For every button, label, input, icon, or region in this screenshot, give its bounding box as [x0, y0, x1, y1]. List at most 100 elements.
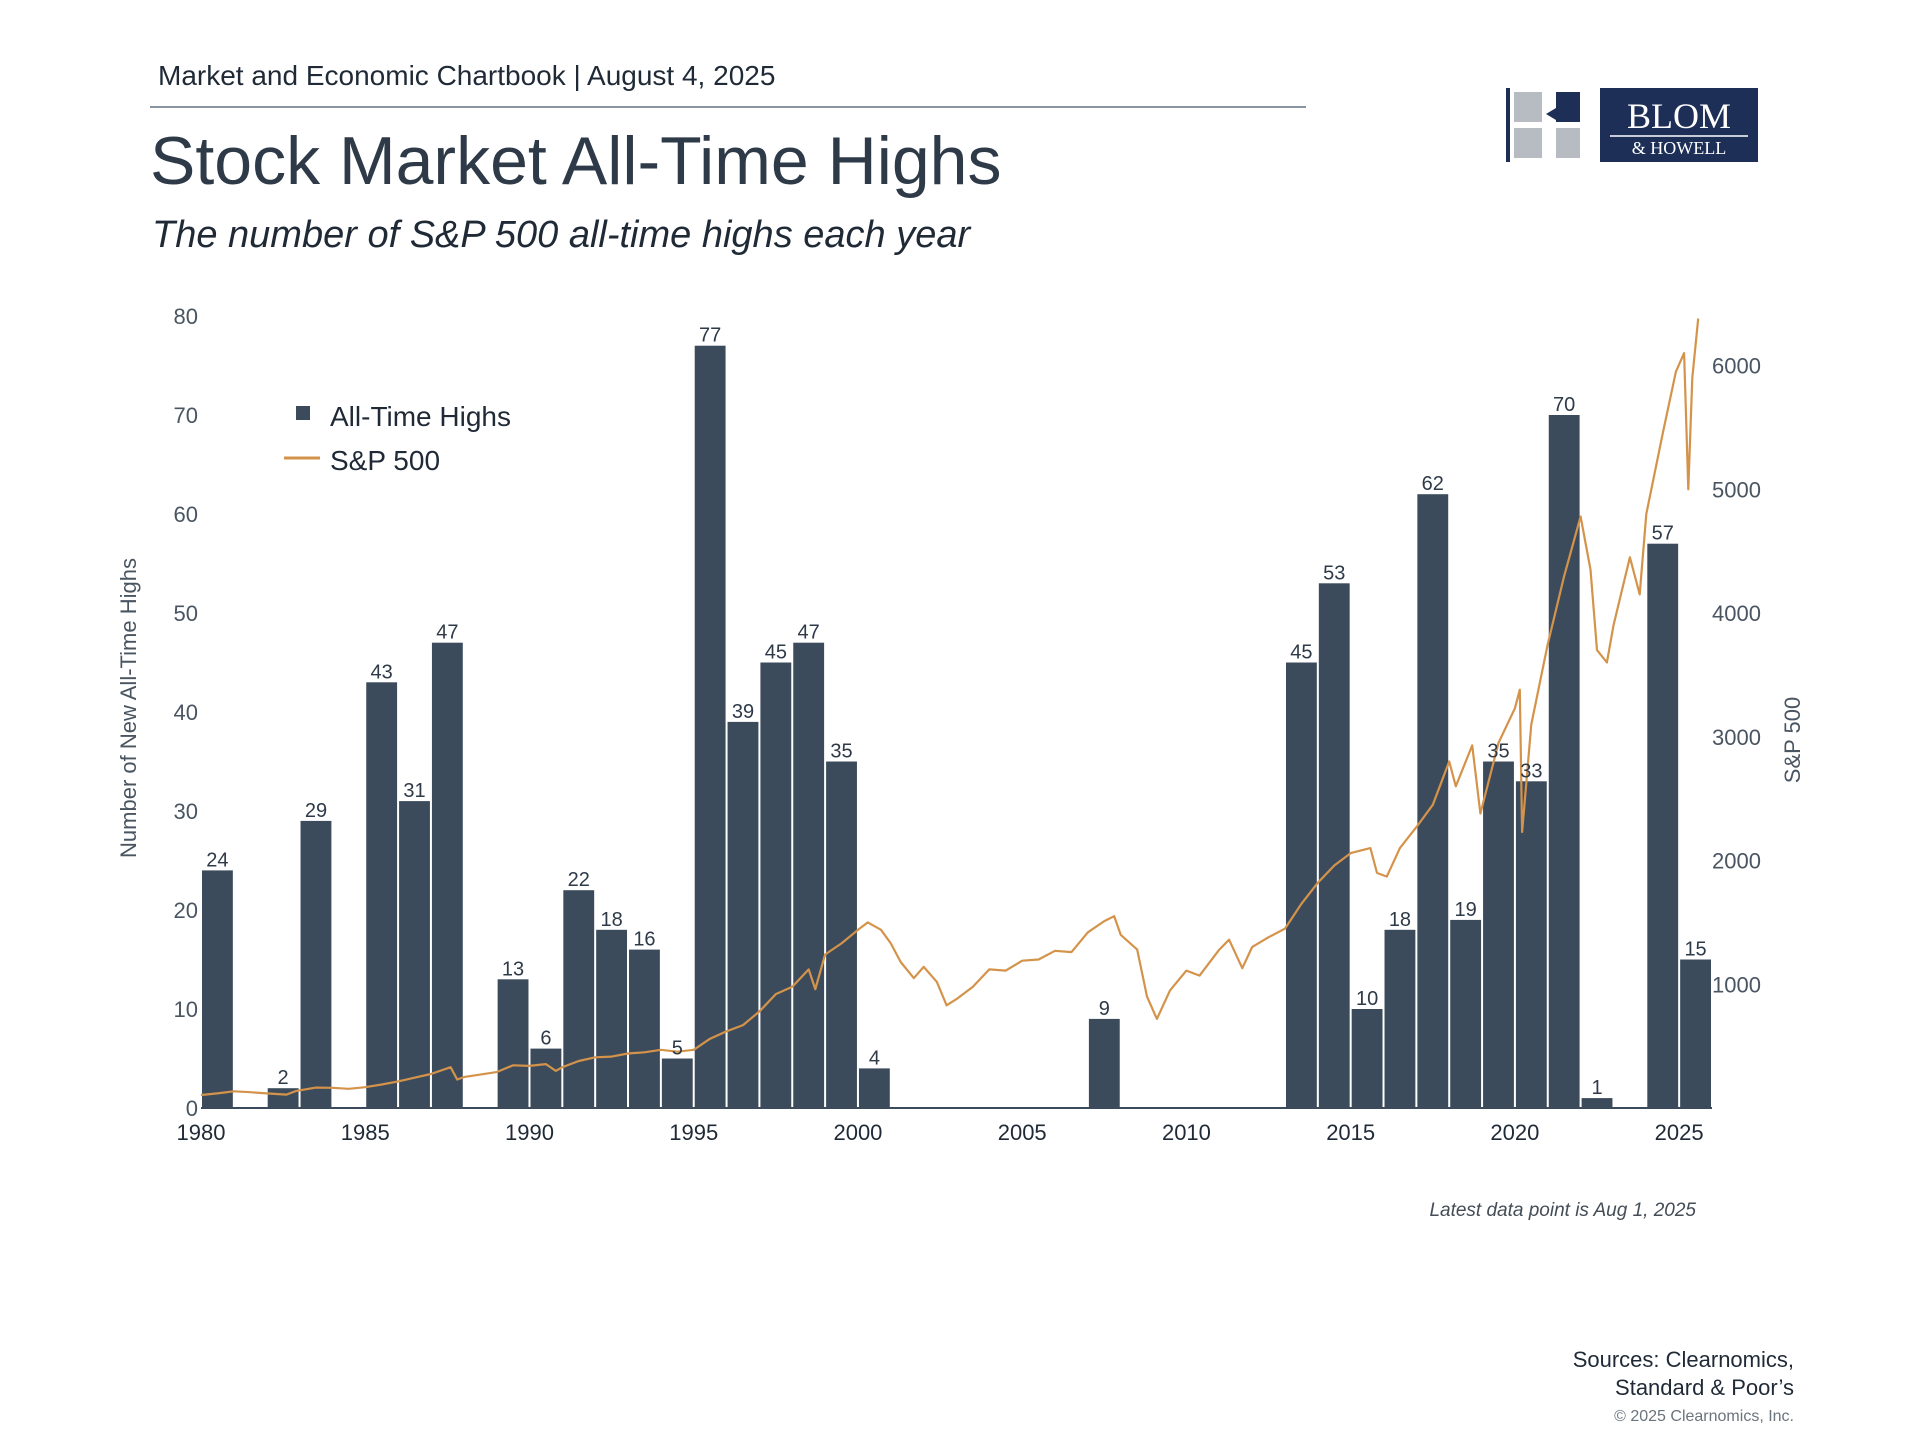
x-axis-tick-label: 1995: [669, 1120, 718, 1145]
latest-data-note: Latest data point is Aug 1, 2025: [1429, 1200, 1696, 1221]
bar-data-label: 19: [1455, 899, 1477, 921]
bar-data-label: 77: [699, 325, 721, 347]
bar-data-label: 45: [765, 642, 787, 664]
x-axis-tick-label: 1985: [341, 1120, 390, 1145]
legend-label-bars: All-Time Highs: [330, 401, 511, 432]
bar-data-label: 35: [1487, 741, 1509, 763]
bar: [1417, 494, 1449, 1108]
logo-line2: & HOWELL: [1632, 138, 1726, 158]
bar-data-label: 16: [633, 929, 655, 951]
bar-data-label: 18: [600, 909, 622, 931]
logo-arrow: [1546, 108, 1556, 120]
bar-data-label: 70: [1553, 394, 1575, 416]
bar: [563, 890, 595, 1108]
bar: [366, 682, 398, 1108]
bar: [858, 1068, 890, 1108]
left-axis-tick-label: 30: [174, 799, 198, 824]
bar-data-label: 6: [540, 1028, 551, 1050]
chartbook-header: Market and Economic Chartbook | August 4…: [158, 60, 776, 91]
bar: [1647, 543, 1679, 1108]
bar: [1285, 662, 1317, 1108]
bar: [300, 820, 332, 1108]
bar-data-label: 5: [672, 1038, 683, 1060]
right-axis-tick-label: 6000: [1712, 354, 1761, 379]
logo-block: [1556, 128, 1580, 158]
bar: [399, 801, 430, 1108]
bar-data-label: 22: [568, 869, 590, 891]
bar-data-label: 62: [1422, 473, 1444, 495]
x-axis-tick-label: 2025: [1655, 1120, 1704, 1145]
sp500-line-layer: [200, 318, 1700, 1097]
bar: [1450, 919, 1482, 1108]
right-axis-tick-label: 2000: [1712, 849, 1761, 874]
x-axis-tick-label: 2020: [1490, 1120, 1539, 1145]
bar: [629, 949, 660, 1108]
x-axis-tick-label: 2000: [833, 1120, 882, 1145]
right-axis-tick-label: 4000: [1712, 601, 1761, 626]
bar: [1515, 781, 1547, 1108]
bar-data-label: 35: [830, 741, 852, 763]
bar-data-label: 47: [436, 622, 458, 644]
x-axis-tick-label: 1990: [505, 1120, 554, 1145]
legend-label-line: S&P 500: [330, 445, 440, 476]
bar-data-label: 24: [206, 849, 228, 871]
right-axis-tick-label: 1000: [1712, 972, 1761, 997]
bars-layer: [202, 345, 1711, 1108]
chart-legend: All-Time Highs S&P 500: [284, 401, 511, 476]
bar: [694, 345, 726, 1108]
logo-block: [1556, 92, 1580, 122]
right-axis-label: S&P 500: [1780, 697, 1805, 783]
bar: [727, 721, 759, 1108]
left-axis-tick-label: 20: [174, 898, 198, 923]
right-axis-tick-label: 3000: [1712, 725, 1761, 750]
bar: [1483, 761, 1514, 1108]
logo-block: [1514, 128, 1542, 158]
bar-data-label: 33: [1520, 760, 1542, 782]
legend-bar-swatch: [296, 406, 310, 420]
bar: [1384, 929, 1416, 1108]
bar-data-label: 1: [1591, 1077, 1602, 1099]
bar: [530, 1048, 562, 1108]
logo-block: [1514, 92, 1542, 122]
logo-line1: BLOM: [1627, 96, 1731, 136]
x-axis-tick-label: 2010: [1162, 1120, 1211, 1145]
bar-data-label: 45: [1290, 642, 1312, 664]
bar: [431, 642, 463, 1108]
bar-data-label: 9: [1099, 998, 1110, 1020]
left-axis-tick-label: 10: [174, 997, 198, 1022]
bar-data-label: 57: [1652, 523, 1674, 545]
x-axis-tick-label: 1980: [177, 1120, 226, 1145]
bar: [1680, 959, 1711, 1108]
bar: [760, 662, 792, 1108]
bar: [661, 1058, 693, 1108]
bar: [1318, 583, 1350, 1108]
sources-line: Sources: Clearnomics,: [1572, 1347, 1794, 1372]
bar-data-label: 13: [502, 958, 524, 980]
bar-data-label: 31: [403, 780, 425, 802]
bar: [497, 979, 529, 1108]
left-axis-tick-label: 50: [174, 601, 198, 626]
header-divider: [150, 106, 1306, 108]
sp500-line: [200, 318, 1700, 1097]
bar-data-label: 53: [1323, 562, 1345, 584]
bar: [1088, 1018, 1120, 1108]
bar-data-label: 4: [869, 1047, 880, 1069]
bar-data-label: 10: [1356, 988, 1378, 1010]
left-axis-tick-label: 60: [174, 502, 198, 527]
bar-data-label: 2: [278, 1067, 289, 1089]
data-labels-layer: 24 2 29 43 31 47 13 6 22 18 16 5 77 39 45 47 35 4 9 45 53 10 1…: [206, 325, 1706, 1099]
left-axis-tick-label: 80: [174, 304, 198, 329]
page-subtitle: The number of S&P 500 all-time highs eac…: [152, 214, 971, 256]
bar-data-label: 43: [371, 661, 393, 683]
right-axis-tick-label: 5000: [1712, 477, 1761, 502]
bar-data-label: 47: [798, 622, 820, 644]
x-axis-tick-label: 2005: [998, 1120, 1047, 1145]
sources-note: Sources: Clearnomics, Standard & Poor’s: [1420, 1346, 1794, 1402]
bar-data-label: 39: [732, 701, 754, 723]
bar-data-label: 18: [1389, 909, 1411, 931]
logo-bar: [1506, 88, 1510, 162]
bar: [596, 929, 628, 1108]
logo-wordmark-box: [1600, 88, 1758, 162]
bar: [202, 870, 233, 1108]
